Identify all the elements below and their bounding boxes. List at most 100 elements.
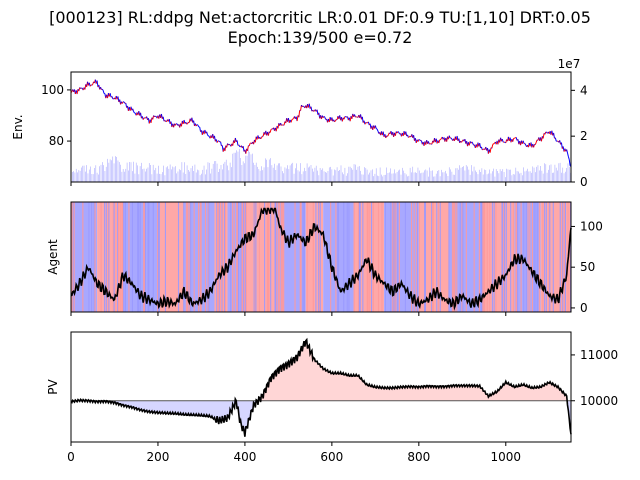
env-price-segment: [427, 141, 430, 145]
agent-striation: [413, 202, 415, 312]
agent-striation: [113, 202, 115, 312]
env-price-segment: [291, 118, 293, 121]
agent-striation: [510, 202, 512, 312]
agent-striation: [484, 202, 486, 312]
agent-striation: [549, 202, 551, 312]
agent-striation: [362, 202, 364, 312]
agent-striation: [542, 202, 544, 312]
agent-striation: [431, 202, 433, 312]
agent-striation: [384, 202, 387, 312]
env-price-segment: [292, 117, 294, 120]
agent-striation: [319, 202, 321, 312]
env-price-segment: [365, 121, 367, 124]
agent-striation: [448, 202, 450, 312]
agent-striation: [270, 202, 272, 312]
agent-striation: [397, 202, 399, 312]
env-price-segment: [260, 137, 262, 140]
pv-rtick-label-1: 11000: [580, 348, 618, 362]
env-price-segment: [567, 156, 570, 160]
agent-striation: [117, 202, 120, 312]
env-price-segment: [298, 110, 301, 118]
agent-band-sell: [71, 202, 98, 312]
pv-frame: [70, 331, 572, 443]
env-price-segment: [440, 138, 442, 140]
env-price-segment: [80, 87, 82, 89]
env-price-segment: [140, 112, 142, 119]
env-price-segment: [397, 131, 400, 133]
env-price-segment: [290, 119, 293, 123]
agent-striation: [71, 202, 73, 312]
agent-striation: [144, 202, 146, 312]
agent-striation: [218, 202, 220, 312]
agent-striation: [544, 202, 546, 312]
agent-striation: [424, 202, 426, 312]
agent-striation: [462, 202, 464, 312]
agent-striation: [533, 202, 535, 312]
env-price-segment: [142, 117, 145, 120]
agent-striation: [112, 202, 114, 312]
env-price-segment: [361, 116, 364, 123]
agent-striation: [244, 202, 247, 312]
env-price-segment: [345, 116, 347, 118]
agent-striation: [461, 202, 463, 312]
agent-striation: [502, 202, 504, 312]
env-price-segment: [448, 135, 451, 139]
env-price-segment: [419, 139, 421, 142]
chart-title-line-2: Epoch:139/500 e=0.72: [227, 28, 413, 47]
env-price-segment: [374, 125, 377, 129]
agent-striation: [280, 202, 282, 312]
agent-striation: [193, 202, 195, 312]
agent-striation: [377, 202, 380, 312]
env-price-segment: [501, 138, 504, 143]
agent-striation: [207, 202, 209, 312]
agent-striation: [267, 202, 269, 312]
env-price-segment: [197, 125, 200, 128]
env-price-segment: [154, 115, 156, 118]
env-price-segment: [461, 140, 463, 143]
env-price-segment: [248, 143, 251, 147]
agent-striation: [258, 202, 260, 312]
agent-striation: [104, 202, 106, 312]
env-price-segment: [545, 131, 547, 133]
agent-striation: [390, 202, 392, 312]
agent-striation: [359, 202, 361, 312]
agent-frame: [70, 201, 572, 313]
env-rtick-label-0: 0: [580, 175, 588, 189]
agent-striation: [538, 202, 540, 312]
env-right-exponent-label: 1e7: [558, 57, 581, 71]
agent-striation: [391, 202, 393, 312]
agent-striation: [501, 202, 503, 312]
env-price-segment: [450, 137, 453, 140]
agent-striation: [537, 202, 539, 312]
agent-band-buy: [484, 202, 515, 312]
agent-striation: [431, 202, 433, 312]
agent-striation: [562, 202, 564, 312]
env-price-segment: [228, 143, 230, 146]
agent-striation: [71, 202, 73, 312]
env-price-segment: [218, 140, 221, 143]
agent-striation: [516, 202, 518, 312]
agent-striation: [82, 202, 84, 312]
env-price-segment: [267, 131, 270, 136]
agent-striation: [282, 202, 284, 312]
env-ylabel: Env.: [11, 114, 25, 139]
agent-striation: [478, 202, 480, 312]
agent-striation: [124, 202, 127, 312]
agent-striation: [187, 202, 189, 312]
agent-striation: [552, 202, 554, 312]
agent-striation: [465, 202, 467, 312]
agent-striation: [398, 202, 400, 312]
agent-striation: [108, 202, 110, 312]
env-frame: [70, 71, 572, 183]
agent-striation: [93, 202, 95, 312]
agent-striation: [535, 202, 537, 312]
env-price-segment: [554, 137, 557, 142]
agent-striation: [119, 202, 121, 312]
env-price-segment: [102, 90, 105, 94]
env-price-segment: [310, 106, 313, 112]
agent-striation: [277, 202, 280, 312]
agent-striation: [224, 202, 226, 312]
agent-striation: [94, 202, 96, 312]
agent-striation: [505, 202, 507, 312]
